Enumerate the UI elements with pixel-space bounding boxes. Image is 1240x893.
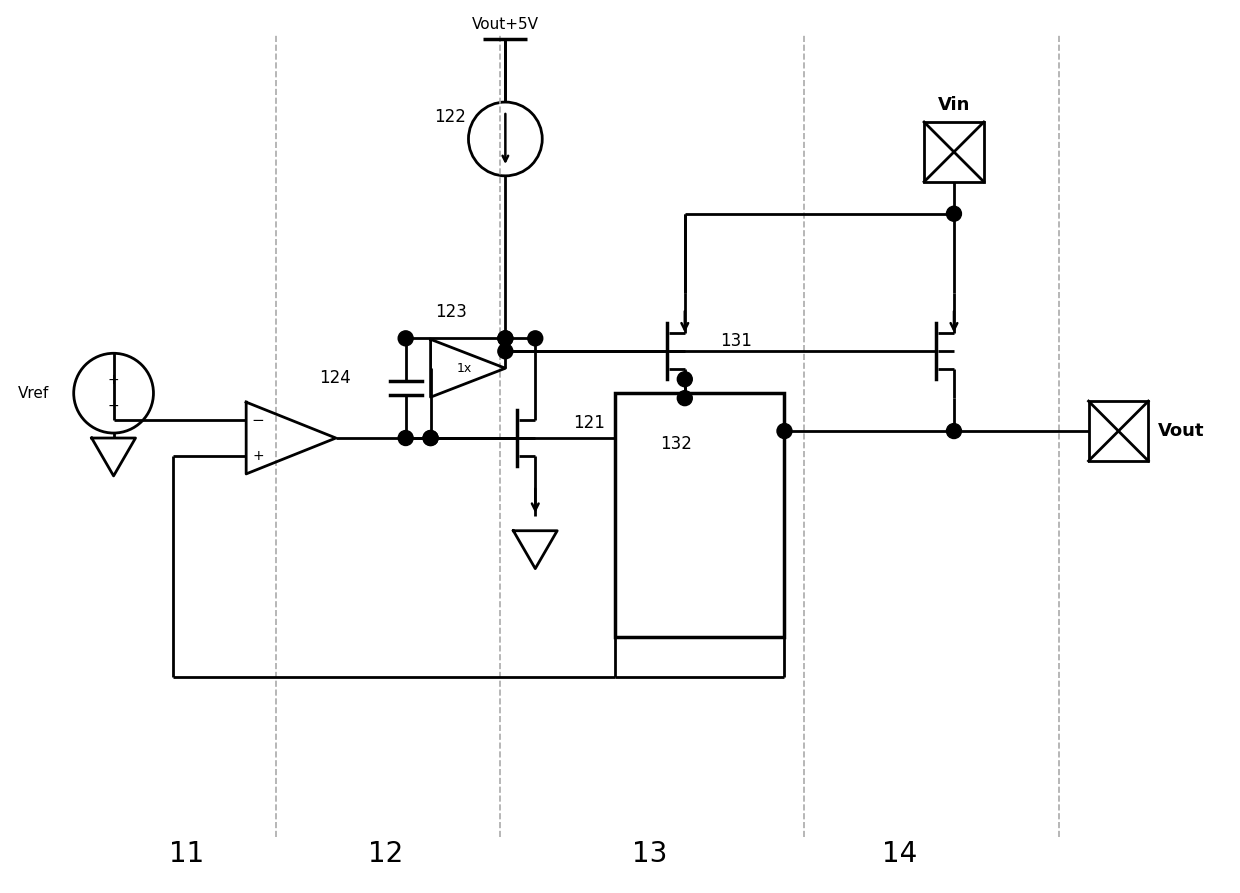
Circle shape: [777, 423, 792, 438]
Circle shape: [398, 430, 413, 446]
Bar: [615, 393, 785, 638]
Circle shape: [423, 430, 438, 446]
Circle shape: [498, 344, 513, 359]
Text: Vout+5V: Vout+5V: [472, 17, 539, 32]
Circle shape: [528, 331, 543, 346]
Circle shape: [398, 331, 413, 346]
Circle shape: [946, 206, 961, 221]
Bar: [924, 122, 983, 182]
Text: 122: 122: [434, 108, 466, 126]
Circle shape: [498, 331, 513, 346]
Bar: [1089, 401, 1148, 461]
Text: 124: 124: [319, 369, 351, 388]
Text: 132: 132: [660, 435, 692, 453]
Circle shape: [423, 430, 438, 446]
Text: +: +: [108, 373, 119, 388]
Circle shape: [946, 423, 961, 438]
Text: 121: 121: [573, 414, 605, 432]
Text: −: −: [252, 413, 264, 428]
Circle shape: [498, 331, 513, 346]
Text: 131: 131: [719, 332, 751, 350]
Text: 13: 13: [632, 839, 667, 868]
Polygon shape: [513, 530, 557, 569]
Text: 11: 11: [169, 839, 203, 868]
Text: 14: 14: [882, 839, 916, 868]
Circle shape: [677, 371, 692, 387]
Text: Vin: Vin: [937, 96, 970, 114]
Text: Vout: Vout: [1158, 422, 1205, 440]
Text: Vref: Vref: [17, 386, 48, 401]
Text: 123: 123: [435, 304, 467, 321]
Polygon shape: [92, 438, 135, 476]
Text: 12: 12: [368, 839, 403, 868]
Text: −: −: [108, 399, 119, 413]
Text: 1x: 1x: [456, 362, 472, 375]
Circle shape: [677, 390, 692, 405]
Text: +: +: [252, 449, 264, 463]
